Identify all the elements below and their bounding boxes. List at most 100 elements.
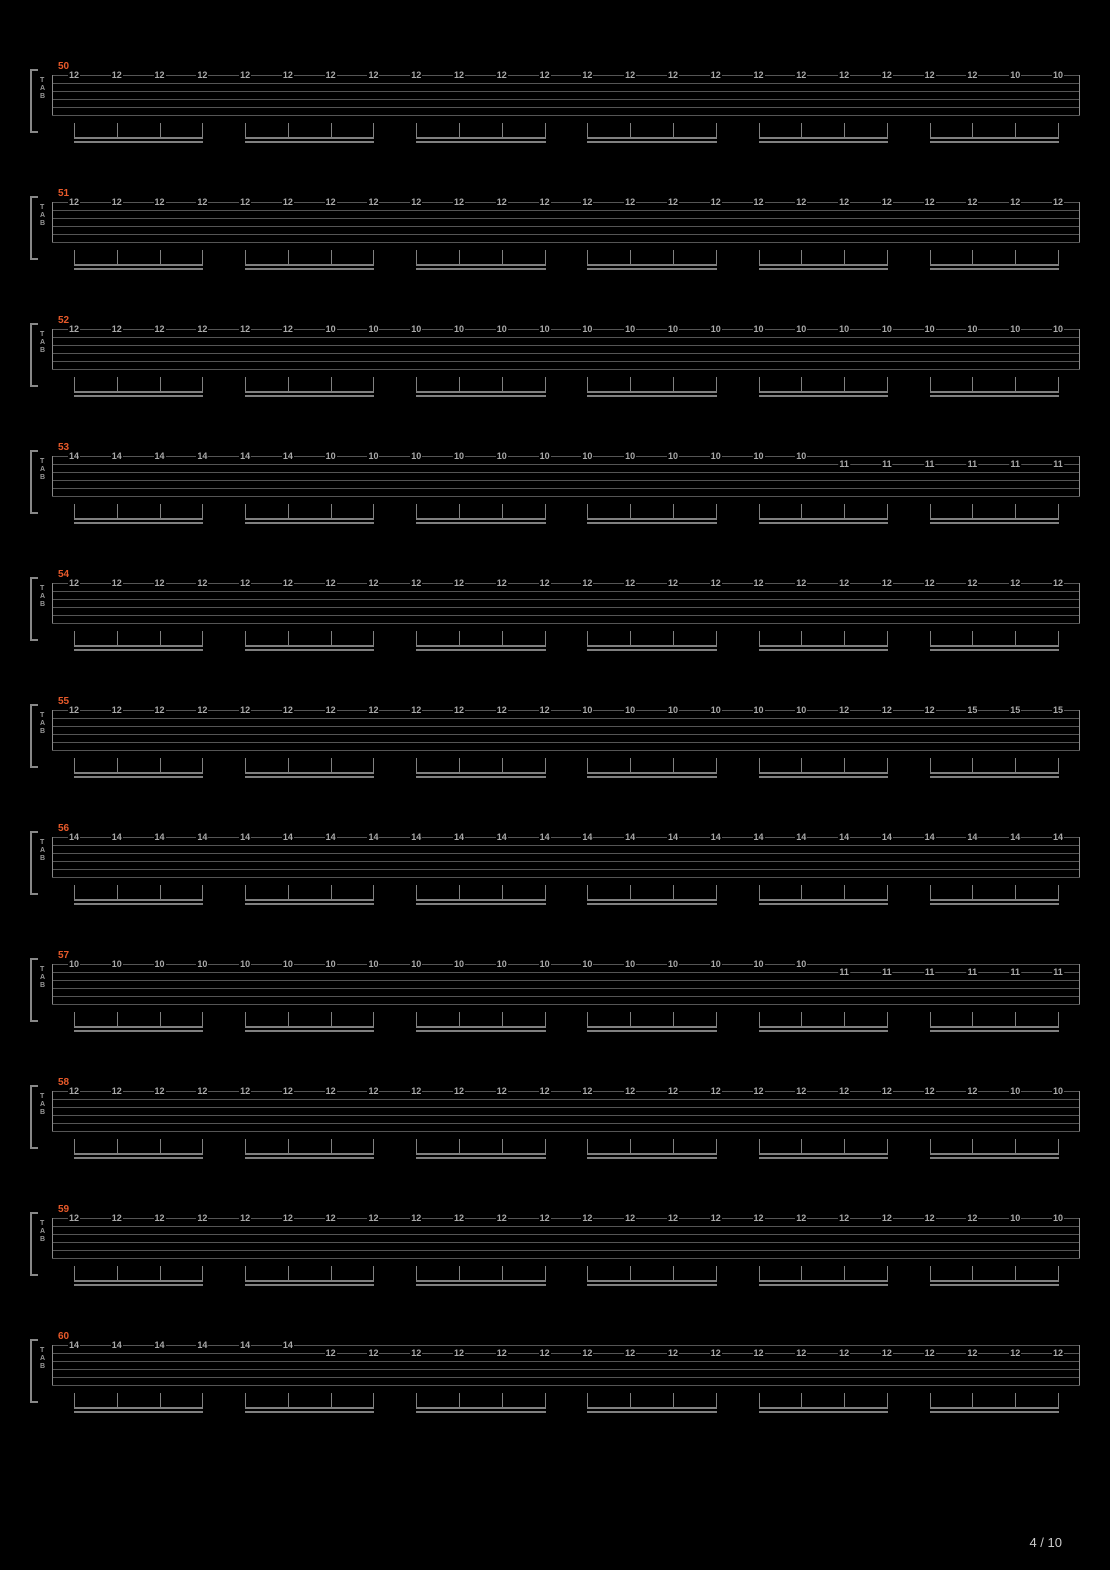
- fret-number: 12: [667, 1214, 679, 1222]
- fret-number: 14: [68, 833, 80, 841]
- fret-number: 12: [624, 1349, 636, 1357]
- string-line: [52, 877, 1080, 878]
- string-line: [52, 472, 1080, 473]
- fret-number: 12: [111, 325, 123, 333]
- fret-number: 11: [881, 968, 893, 976]
- beam-group-container: [52, 1139, 1080, 1163]
- fret-number: 10: [710, 960, 722, 968]
- fret-number: 10: [367, 325, 379, 333]
- beam: [416, 649, 545, 651]
- fret-number: 10: [710, 452, 722, 460]
- fret-number: 10: [367, 452, 379, 460]
- fret-number: 12: [367, 579, 379, 587]
- fret-number: 14: [154, 452, 166, 460]
- page-number: 4 / 10: [1029, 1535, 1062, 1550]
- fret-number: 10: [753, 325, 765, 333]
- string-line: [52, 1385, 1080, 1386]
- fret-number: 12: [410, 198, 422, 206]
- beam: [759, 395, 888, 397]
- beam: [587, 1280, 716, 1282]
- beam: [930, 518, 1059, 520]
- fret-number: 12: [68, 1087, 80, 1095]
- beam: [759, 1407, 888, 1409]
- fret-number: 14: [196, 1341, 208, 1349]
- fret-number: 12: [111, 706, 123, 714]
- tab-label: TAB: [40, 1093, 46, 1117]
- fret-number: 14: [496, 833, 508, 841]
- beam: [245, 645, 374, 647]
- string-line: [52, 726, 1080, 727]
- beam: [245, 903, 374, 905]
- fret-number: 12: [924, 706, 936, 714]
- beam: [930, 649, 1059, 651]
- fret-number: 11: [924, 460, 936, 468]
- fret-number: 12: [410, 579, 422, 587]
- fret-number: 10: [624, 452, 636, 460]
- fret-number: 12: [838, 1214, 850, 1222]
- fret-number: 12: [795, 1214, 807, 1222]
- beam: [587, 518, 716, 520]
- beam: [245, 522, 374, 524]
- beam: [587, 1153, 716, 1155]
- string-line: [52, 599, 1080, 600]
- fret-number: 12: [282, 325, 294, 333]
- staff-strings: 1414141414141414141414141414141414141414…: [52, 837, 1080, 877]
- fret-number: 12: [453, 579, 465, 587]
- beam: [416, 1157, 545, 1159]
- beam: [416, 1411, 545, 1413]
- fret-number: 12: [367, 198, 379, 206]
- beam: [587, 137, 716, 139]
- tab-label: TAB: [40, 1347, 46, 1371]
- fret-number: 10: [624, 325, 636, 333]
- string-line: [52, 988, 1080, 989]
- string-line: [52, 242, 1080, 243]
- staff-strings: 1414141414141212121212121212121212121212…: [52, 1345, 1080, 1385]
- barline: [52, 329, 53, 369]
- barline: [1079, 964, 1080, 1004]
- fret-number: 11: [967, 968, 979, 976]
- fret-number: 12: [753, 1214, 765, 1222]
- fret-number: 12: [325, 198, 337, 206]
- fret-number: 12: [325, 1087, 337, 1095]
- fret-number: 12: [539, 1087, 551, 1095]
- fret-number: 10: [410, 452, 422, 460]
- string-line: [52, 845, 1080, 846]
- fret-number: 12: [753, 1087, 765, 1095]
- staff-strings: 1212121212121212121212121212121212121212…: [52, 1091, 1080, 1131]
- beam: [74, 645, 203, 647]
- fret-number: 10: [1052, 71, 1064, 79]
- beam: [74, 268, 203, 270]
- fret-number: 12: [154, 1087, 166, 1095]
- beam: [930, 1153, 1059, 1155]
- fret-number: 10: [453, 960, 465, 968]
- beam: [416, 1026, 545, 1028]
- string-line: [52, 1123, 1080, 1124]
- string-line: [52, 1226, 1080, 1227]
- fret-number: 12: [539, 71, 551, 79]
- beam-group-container: [52, 1266, 1080, 1290]
- fret-number: 12: [838, 1349, 850, 1357]
- fret-number: 10: [924, 325, 936, 333]
- barline: [52, 456, 53, 496]
- tab-label: TAB: [40, 839, 46, 863]
- beam: [930, 645, 1059, 647]
- fret-number: 11: [838, 968, 850, 976]
- tab-label: TAB: [40, 77, 46, 101]
- beam: [930, 1284, 1059, 1286]
- fret-number: 12: [325, 579, 337, 587]
- fret-number: 14: [1052, 833, 1064, 841]
- tab-staff: 53TAB14141414141410101010101010101010101…: [30, 456, 1080, 536]
- fret-number: 10: [196, 960, 208, 968]
- beam: [74, 137, 203, 139]
- fret-number: 12: [196, 706, 208, 714]
- fret-number: 12: [68, 1214, 80, 1222]
- fret-number: 12: [966, 198, 978, 206]
- fret-number: 10: [539, 452, 551, 460]
- fret-number: 10: [624, 960, 636, 968]
- fret-number: 12: [239, 325, 251, 333]
- beam: [930, 137, 1059, 139]
- fret-number: 12: [881, 1349, 893, 1357]
- barline: [52, 202, 53, 242]
- string-line: [52, 488, 1080, 489]
- staff-strings: 1212121212121212121212121212121212121212…: [52, 202, 1080, 242]
